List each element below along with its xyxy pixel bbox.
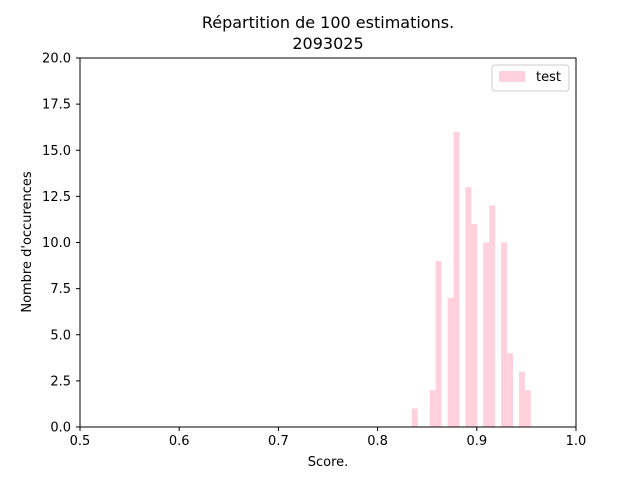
histogram-bar (489, 205, 496, 427)
x-tick-label: 0.8 (367, 434, 388, 449)
y-tick-label: 20.0 (42, 52, 71, 67)
histogram-bar (471, 224, 478, 427)
histogram-bar (465, 187, 472, 427)
y-tick-label: 5.0 (50, 328, 71, 343)
histogram-bar (483, 242, 490, 427)
legend-swatch (499, 71, 525, 82)
histogram-bar (501, 242, 508, 427)
y-axis-ticks: 0.0 2.5 5.0 7.5 10.0 12.5 15.0 17.5 20.0 (42, 52, 80, 436)
histogram-bar (411, 408, 418, 427)
histogram-bar (518, 371, 525, 427)
histogram-bar (453, 131, 460, 428)
chart-subtitle: 2093025 (292, 34, 363, 53)
chart-title: Répartition de 100 estimations. (202, 13, 454, 32)
y-tick-label: 15.0 (42, 144, 71, 159)
histogram-bar (447, 297, 454, 427)
y-tick-label: 0.0 (50, 421, 71, 436)
x-axis-label: Score. (308, 455, 349, 470)
y-tick-label: 17.5 (42, 98, 71, 113)
histogram-bars (411, 131, 531, 428)
legend: test (491, 64, 570, 92)
x-axis-ticks: 0.5 0.6 0.7 0.8 0.9 1.0 (70, 427, 587, 449)
x-tick-label: 0.5 (70, 434, 91, 449)
histogram-bar (524, 390, 531, 427)
histogram-bar (429, 390, 436, 427)
y-axis-label: Nombre d'occurences (20, 171, 35, 313)
x-tick-label: 0.6 (169, 434, 190, 449)
y-tick-label: 10.0 (42, 236, 71, 251)
x-tick-label: 0.7 (268, 434, 289, 449)
x-tick-label: 1.0 (566, 434, 587, 449)
y-tick-label: 2.5 (50, 374, 71, 389)
y-tick-label: 7.5 (50, 282, 71, 297)
legend-label: test (536, 70, 561, 85)
histogram-bar (507, 353, 514, 427)
x-tick-label: 0.9 (466, 434, 487, 449)
histogram-bar (435, 260, 442, 427)
y-tick-label: 12.5 (42, 190, 71, 205)
